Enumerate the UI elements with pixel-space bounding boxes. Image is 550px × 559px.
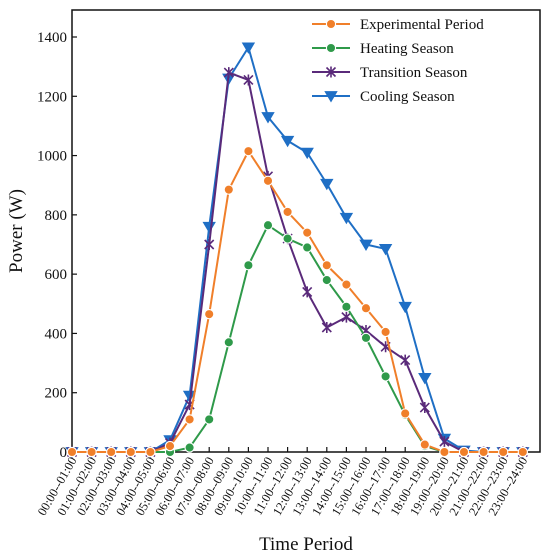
data-point: [341, 301, 352, 312]
data-point: [419, 402, 430, 414]
data-point: [145, 446, 156, 458]
data-point: [223, 67, 234, 79]
series-line: [72, 46, 523, 453]
data-point: [282, 206, 293, 218]
legend-entry: Cooling Season: [312, 89, 455, 105]
data-point: [341, 311, 352, 323]
data-point: [439, 436, 450, 448]
series-line: [72, 71, 523, 453]
data-point: [261, 112, 275, 124]
data-point: [223, 337, 234, 348]
data-point: [321, 260, 332, 271]
data-point: [439, 446, 450, 458]
y-tick-label: 800: [45, 208, 68, 224]
data-point: [204, 309, 215, 320]
y-axis-title: Power (W): [6, 189, 27, 273]
data-point: [360, 303, 372, 314]
y-tick-label: 0: [60, 445, 68, 461]
data-point: [302, 286, 313, 298]
y-tick-label: 1400: [37, 30, 67, 46]
data-point: [164, 440, 176, 452]
data-point: [280, 135, 295, 148]
data-point: [243, 74, 254, 86]
data-point: [458, 446, 470, 458]
legend-label: Cooling Season: [360, 89, 455, 105]
legend: Experimental Period Heating Season Transit…: [312, 17, 484, 105]
data-point: [419, 439, 430, 450]
series-experimental-period: [66, 145, 528, 458]
data-point: [302, 242, 313, 253]
data-point: [184, 414, 195, 425]
data-point: [359, 239, 373, 251]
data-point: [341, 279, 352, 290]
data-point: [378, 244, 393, 256]
data-point: [400, 408, 411, 419]
legend-entry: Heating Season: [312, 41, 454, 57]
y-tick-label: 400: [45, 326, 68, 342]
data-point: [380, 326, 391, 338]
data-point: [517, 446, 528, 458]
y-tick-label: 1200: [37, 89, 67, 105]
data-point: [321, 322, 332, 333]
data-point: [204, 414, 215, 425]
data-point: [202, 221, 216, 234]
data-point: [243, 260, 254, 271]
data-point: [182, 390, 197, 403]
data-point: [400, 354, 411, 366]
y-tick-label: 600: [45, 267, 68, 283]
data-point: [262, 175, 274, 186]
legend-marker: [325, 42, 337, 54]
series-cooling-season: [65, 42, 530, 459]
data-point: [302, 227, 313, 238]
legend-marker: [325, 66, 337, 78]
x-axis-ticks: 00:00--01:0001:00--02:0002:00--03:0003:0…: [35, 447, 530, 518]
data-point: [241, 42, 256, 54]
data-point: [380, 371, 391, 382]
data-point: [243, 145, 254, 157]
y-tick-label: 200: [45, 386, 68, 402]
series-line: [72, 150, 523, 453]
data-point: [300, 147, 314, 160]
data-point: [204, 239, 215, 250]
series-transition-season: [66, 67, 528, 458]
data-point: [106, 446, 117, 458]
y-tick-label: 1000: [37, 149, 67, 165]
x-axis-title: Time Period: [259, 534, 353, 555]
data-point: [360, 332, 372, 344]
y-axis-ticks: 0 200 400 600 800 1000 1200 1400: [37, 30, 77, 461]
data-point: [478, 446, 489, 458]
data-point: [262, 220, 274, 231]
data-point: [398, 301, 412, 314]
data-point: [321, 274, 332, 286]
data-point: [125, 446, 136, 458]
legend-label: Experimental Period: [360, 17, 484, 33]
legend-marker: [324, 91, 338, 103]
series-heating-season: [66, 220, 528, 458]
legend-label: Transition Season: [360, 65, 468, 81]
data-point: [223, 184, 234, 195]
series-layer: [65, 42, 530, 459]
legend-entry: Experimental Period: [312, 17, 484, 33]
data-point: [418, 372, 432, 385]
data-point: [86, 446, 97, 458]
legend-marker: [325, 18, 337, 30]
legend-entry: Transition Season: [312, 65, 468, 81]
data-point: [339, 212, 354, 225]
data-point: [498, 446, 509, 458]
series-line: [72, 224, 523, 453]
data-point: [320, 178, 334, 191]
plot-frame: [71, 9, 541, 453]
legend-label: Heating Season: [360, 41, 454, 57]
data-point: [282, 233, 293, 244]
data-point: [66, 446, 78, 458]
data-point: [184, 442, 195, 453]
